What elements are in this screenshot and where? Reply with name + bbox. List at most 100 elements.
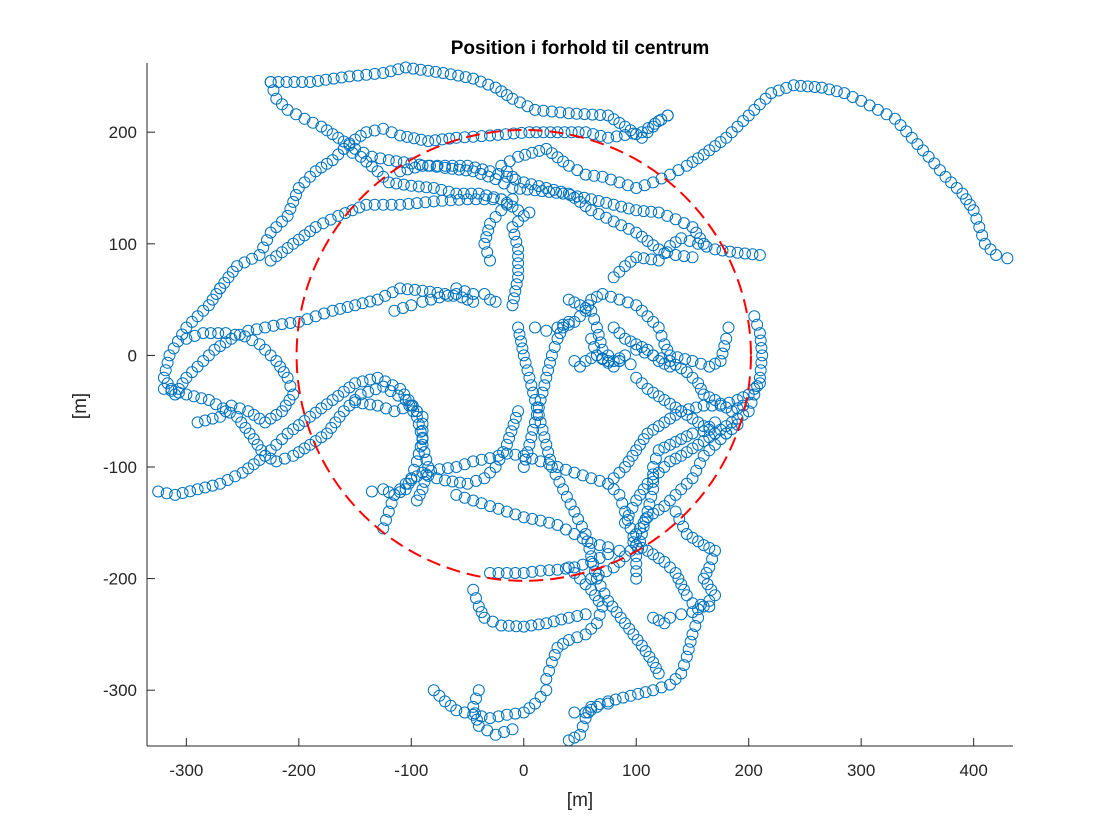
data-point (167, 342, 180, 355)
data-point (408, 132, 421, 145)
data-point (159, 364, 172, 377)
data-point (590, 617, 603, 630)
data-point (267, 84, 280, 97)
data-point (152, 485, 165, 498)
data-point (592, 208, 605, 220)
data-point (645, 490, 658, 503)
data-point (645, 205, 658, 218)
data-point (515, 335, 527, 348)
data-point (547, 615, 560, 628)
data-point (396, 402, 409, 415)
data-point (630, 182, 643, 194)
data-point (424, 159, 436, 172)
data-point (429, 65, 442, 78)
data-point (673, 513, 686, 526)
data-point (537, 126, 550, 139)
data-point (444, 68, 457, 81)
data-point (486, 193, 499, 206)
data-point (697, 600, 710, 613)
data-point (507, 292, 520, 305)
data-point (219, 327, 232, 340)
data-point (284, 380, 297, 393)
data-point (326, 304, 339, 317)
data-point (484, 452, 496, 465)
data-point (433, 463, 446, 476)
data-point (475, 453, 488, 466)
data-point (686, 606, 699, 619)
data-point (543, 564, 556, 577)
data-point (579, 712, 592, 725)
data-point (697, 237, 710, 250)
data-point (388, 304, 401, 317)
data-point (571, 610, 584, 622)
data-point (523, 126, 536, 139)
data-point (377, 483, 390, 496)
data-point (415, 133, 428, 146)
data-point (467, 295, 480, 308)
data-point (638, 346, 651, 359)
data-point (364, 295, 377, 308)
data-point (652, 614, 665, 627)
data-point (639, 686, 652, 699)
data-point (686, 472, 699, 485)
data-point (697, 388, 710, 401)
data-point (709, 544, 721, 557)
data-point (519, 148, 532, 161)
data-point (568, 505, 581, 518)
data-point (487, 191, 500, 204)
data-point (973, 221, 986, 234)
data-point (450, 131, 463, 144)
data-point (202, 394, 215, 406)
data-point (339, 207, 352, 220)
data-point (506, 299, 519, 312)
data-point (246, 252, 258, 265)
data-point (499, 128, 512, 141)
data-point (513, 328, 526, 341)
data-point (658, 617, 671, 630)
data-point (335, 71, 348, 84)
data-point (394, 198, 407, 211)
data-point (216, 402, 229, 415)
data-point (429, 134, 442, 147)
data-point (385, 198, 398, 211)
data-point (534, 455, 547, 468)
data-point (755, 342, 768, 354)
data-point (461, 193, 474, 206)
data-point (364, 398, 377, 411)
data-point (420, 181, 433, 194)
data-point (565, 126, 578, 139)
data-point (458, 491, 471, 504)
data-point (572, 513, 585, 526)
data-point (353, 201, 366, 214)
data-point (257, 241, 270, 254)
y-axis-label: [m] (70, 393, 91, 419)
data-point (385, 497, 398, 510)
data-point (655, 172, 668, 185)
data-point (545, 461, 558, 473)
data-point (576, 469, 589, 482)
data-point (547, 183, 560, 196)
data-point (509, 707, 522, 720)
data-point (362, 385, 375, 398)
data-point (525, 379, 538, 392)
data-point (562, 634, 575, 646)
data-point (550, 186, 563, 199)
data-point (264, 226, 277, 239)
data-point (380, 514, 392, 526)
data-point (416, 466, 429, 479)
data-point (613, 293, 626, 306)
data-point (534, 416, 547, 429)
data-point (517, 176, 530, 189)
data-point (544, 356, 556, 369)
data-point (536, 423, 549, 436)
data-point (648, 117, 661, 130)
data-point (452, 69, 465, 82)
data-point (317, 217, 330, 230)
data-point (349, 299, 362, 312)
data-point (600, 565, 613, 578)
data-point (253, 249, 266, 261)
data-point (309, 221, 322, 234)
x-ticks: -300 -200 -100 0 100 200 300 400 (169, 738, 988, 780)
data-point (600, 196, 613, 209)
data-point (635, 541, 648, 554)
